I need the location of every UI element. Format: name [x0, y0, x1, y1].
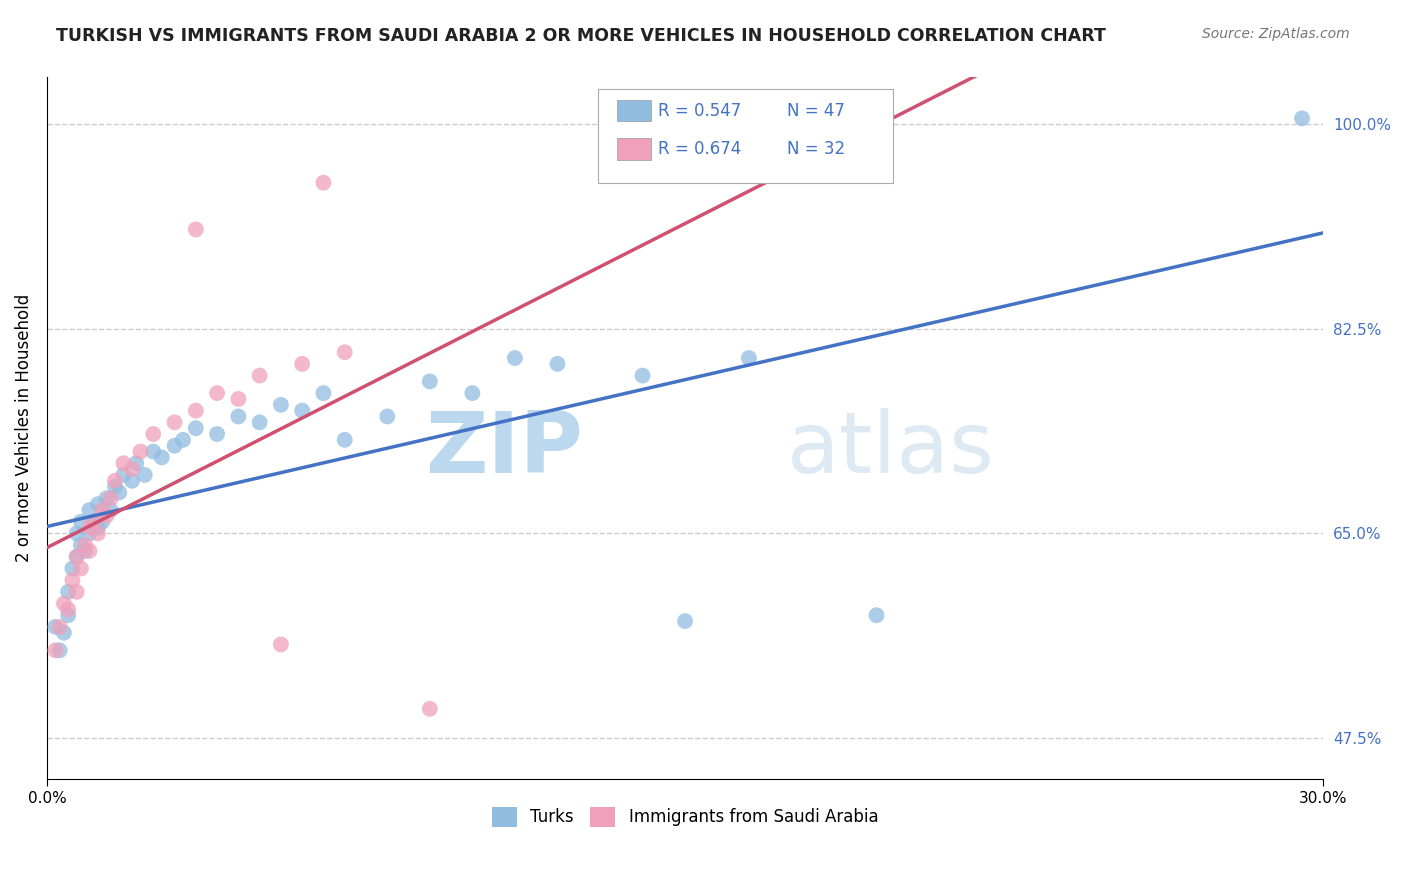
- Point: [461, 386, 484, 401]
- Point: [79, 526, 101, 541]
- Text: ZIP: ZIP: [425, 408, 583, 491]
- Point: [142, 444, 165, 458]
- Point: [419, 375, 441, 389]
- Point: [66, 585, 89, 599]
- Text: N = 47: N = 47: [787, 102, 845, 120]
- Point: [100, 503, 122, 517]
- Point: [163, 439, 186, 453]
- Point: [100, 491, 122, 506]
- Point: [312, 386, 335, 401]
- Point: [96, 491, 118, 506]
- Point: [150, 450, 173, 465]
- Point: [87, 526, 110, 541]
- Point: [142, 427, 165, 442]
- Point: [66, 549, 89, 564]
- Point: [291, 357, 314, 371]
- Point: [44, 620, 66, 634]
- Point: [104, 474, 127, 488]
- Point: [121, 462, 143, 476]
- Point: [865, 608, 887, 623]
- Point: [75, 538, 97, 552]
- Point: [75, 544, 97, 558]
- Point: [62, 573, 84, 587]
- Point: [79, 544, 101, 558]
- Point: [375, 409, 398, 424]
- Point: [333, 345, 356, 359]
- Point: [91, 515, 114, 529]
- Legend: Turks, Immigrants from Saudi Arabia: Turks, Immigrants from Saudi Arabia: [485, 800, 884, 834]
- Point: [79, 520, 101, 534]
- Point: [96, 508, 118, 523]
- Point: [83, 515, 105, 529]
- Point: [87, 520, 110, 534]
- Point: [66, 526, 89, 541]
- Point: [184, 403, 207, 417]
- Point: [673, 614, 696, 628]
- Point: [228, 409, 250, 424]
- Text: R = 0.674: R = 0.674: [658, 140, 741, 158]
- Point: [312, 176, 335, 190]
- Point: [1291, 112, 1313, 126]
- Point: [163, 415, 186, 429]
- Text: N = 32: N = 32: [787, 140, 845, 158]
- Point: [112, 467, 135, 482]
- Point: [70, 515, 93, 529]
- Point: [70, 538, 93, 552]
- Text: Source: ZipAtlas.com: Source: ZipAtlas.com: [1202, 27, 1350, 41]
- Point: [87, 497, 110, 511]
- Point: [79, 503, 101, 517]
- Point: [134, 467, 156, 482]
- Point: [56, 585, 79, 599]
- Point: [184, 421, 207, 435]
- Point: [52, 625, 75, 640]
- Point: [631, 368, 654, 383]
- Text: R = 0.547: R = 0.547: [658, 102, 741, 120]
- Point: [503, 351, 526, 365]
- Point: [184, 222, 207, 236]
- Point: [738, 351, 761, 365]
- Point: [205, 427, 228, 442]
- Point: [205, 386, 228, 401]
- Point: [48, 620, 70, 634]
- Point: [129, 444, 152, 458]
- Point: [125, 456, 148, 470]
- Point: [66, 549, 89, 564]
- Point: [291, 403, 314, 417]
- Point: [108, 485, 131, 500]
- Point: [112, 456, 135, 470]
- Point: [70, 561, 93, 575]
- Point: [83, 515, 105, 529]
- Point: [333, 433, 356, 447]
- Y-axis label: 2 or more Vehicles in Household: 2 or more Vehicles in Household: [15, 294, 32, 562]
- Point: [419, 702, 441, 716]
- Point: [56, 608, 79, 623]
- Point: [52, 597, 75, 611]
- Point: [270, 637, 292, 651]
- Point: [228, 392, 250, 406]
- Point: [62, 561, 84, 575]
- Point: [121, 474, 143, 488]
- Point: [104, 480, 127, 494]
- Point: [249, 368, 271, 383]
- Text: TURKISH VS IMMIGRANTS FROM SAUDI ARABIA 2 OR MORE VEHICLES IN HOUSEHOLD CORRELAT: TURKISH VS IMMIGRANTS FROM SAUDI ARABIA …: [56, 27, 1107, 45]
- Point: [48, 643, 70, 657]
- Text: atlas: atlas: [787, 408, 995, 491]
- Point: [249, 415, 271, 429]
- Point: [91, 503, 114, 517]
- Point: [44, 643, 66, 657]
- Point: [172, 433, 194, 447]
- Point: [270, 398, 292, 412]
- Point: [56, 602, 79, 616]
- Point: [546, 357, 568, 371]
